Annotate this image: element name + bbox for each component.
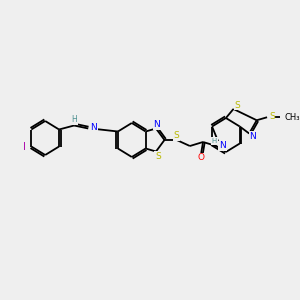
Text: H: H <box>71 115 77 124</box>
Text: N: N <box>90 123 97 132</box>
Text: N: N <box>250 132 256 141</box>
Text: N: N <box>219 142 226 151</box>
Text: CH₃: CH₃ <box>285 113 300 122</box>
Text: O: O <box>198 154 205 163</box>
Text: H: H <box>212 138 217 144</box>
Text: S: S <box>155 152 161 161</box>
Text: N: N <box>154 120 160 129</box>
Text: S: S <box>234 100 240 109</box>
Text: S: S <box>269 112 275 121</box>
Text: S: S <box>174 131 180 140</box>
Text: I: I <box>23 142 26 152</box>
